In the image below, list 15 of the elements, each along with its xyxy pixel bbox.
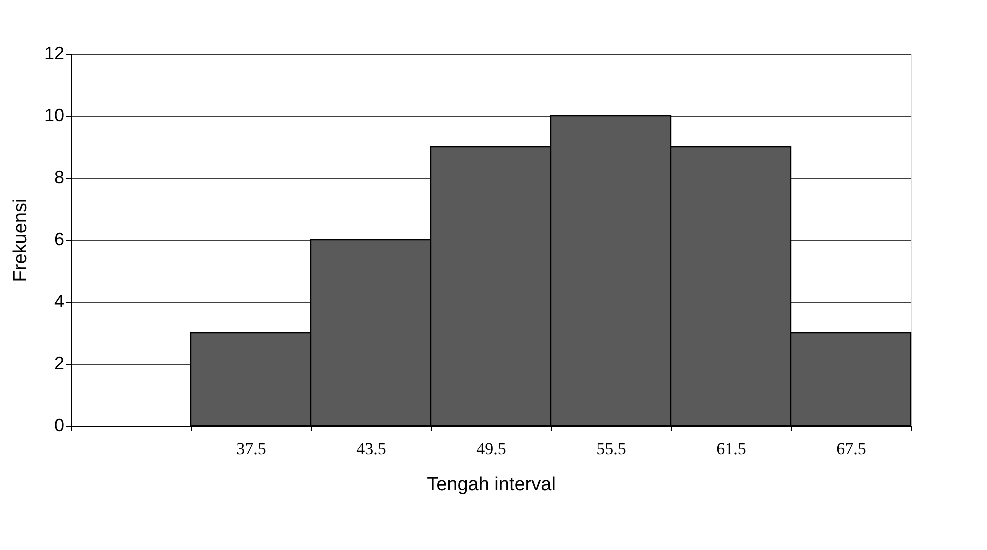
y-tick-label: 10 <box>44 106 64 126</box>
y-tick-label: 2 <box>54 354 64 374</box>
y-tick-label: 6 <box>54 230 64 250</box>
x-tick-label: 37.5 <box>236 440 266 458</box>
y-tick-label: 8 <box>54 168 64 188</box>
y-tick-label: 4 <box>54 292 64 312</box>
y-tick-label: 12 <box>44 44 64 64</box>
y-tick-label: 0 <box>54 416 64 436</box>
x-tick-label: 61.5 <box>716 440 746 458</box>
x-tick-label: 55.5 <box>596 440 626 458</box>
x-tick-label: 43.5 <box>356 440 386 458</box>
y-axis-title: Frekuensi <box>10 198 32 282</box>
x-tick-label: 67.5 <box>836 440 866 458</box>
x-axis-title: Tengah interval <box>427 474 556 496</box>
x-tick-label: 49.5 <box>476 440 506 458</box>
